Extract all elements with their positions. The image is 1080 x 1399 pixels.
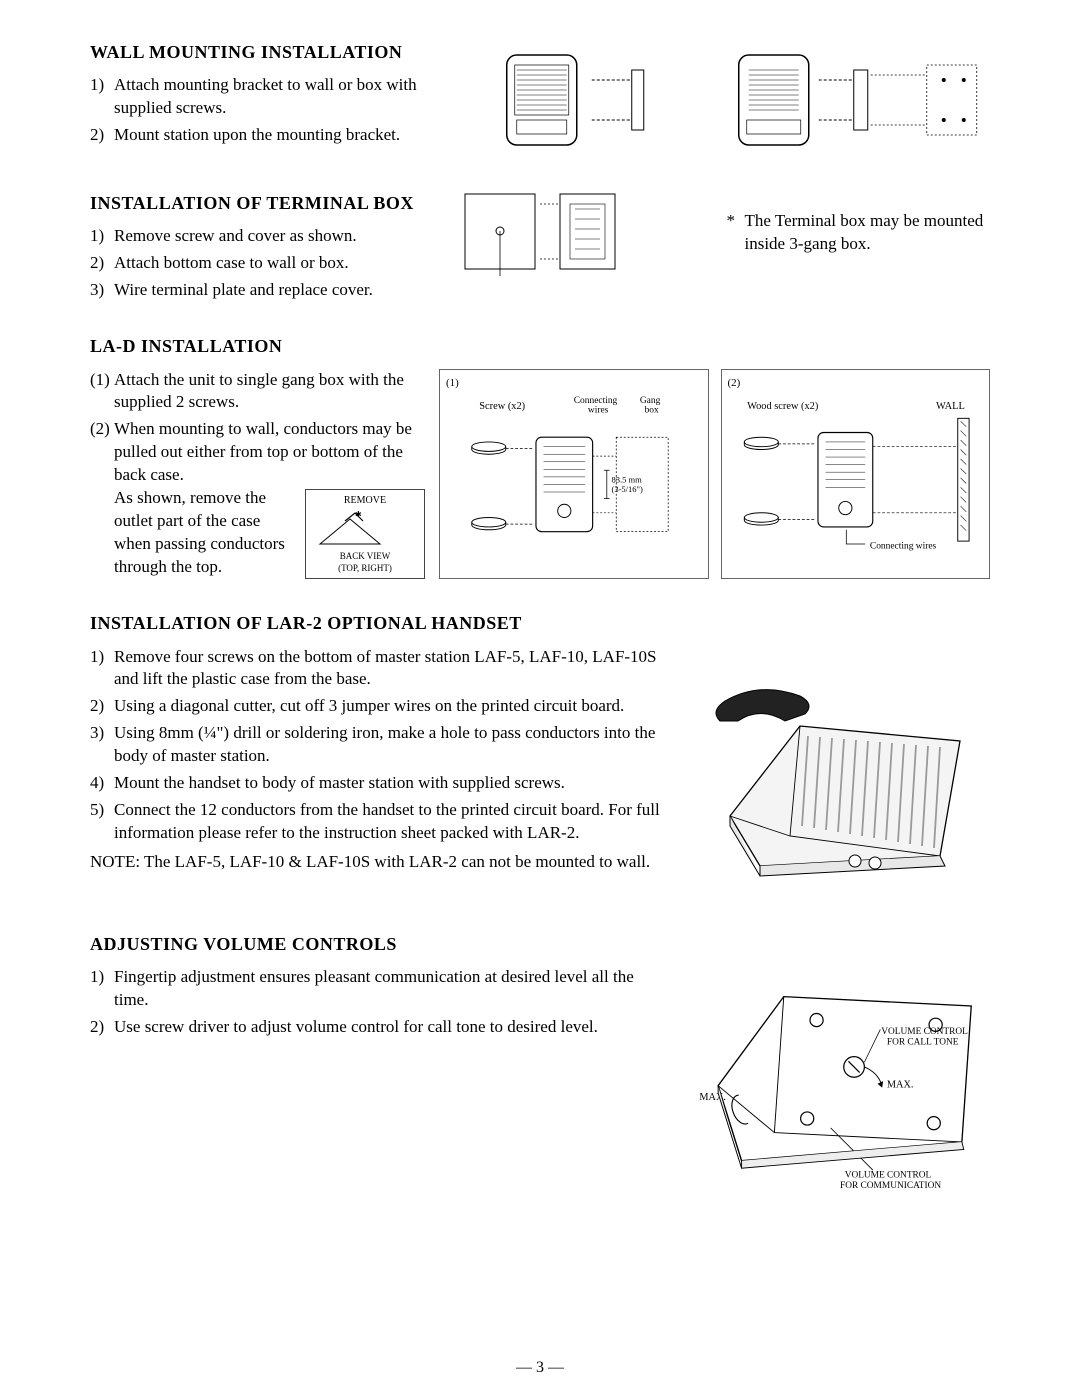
list-item: 2)Using a diagonal cutter, cut off 3 jum… (90, 695, 670, 718)
volume-title: ADJUSTING VOLUME CONTROLS (90, 932, 990, 956)
terminal-box-drawing (455, 184, 630, 279)
list-item: 1)Attach mounting bracket to wall or box… (90, 74, 425, 120)
list-item: 2)Attach bottom case to wall or box. (90, 252, 425, 275)
screw-label: Screw (x2) (479, 401, 525, 412)
lad-figure-1: (1) Screw (x2) Connecting wires Gang box (439, 369, 709, 579)
list-item: 3)Wire terminal plate and replace cover. (90, 279, 425, 302)
handset-figure (690, 666, 990, 896)
volume-list: 1)Fingertip adjustment ensures pleasant … (90, 966, 670, 1039)
volume-control-drawing: VOLUME CONTROL FOR CALL TONE MAX. MAX. V… (690, 966, 990, 1196)
list-item: 1)Remove four screws on the bottom of ma… (90, 646, 670, 692)
back-view-drawing: ✱ (310, 509, 390, 549)
remove-label: REMOVE (310, 494, 420, 508)
page-number: — 3 — (516, 1357, 564, 1379)
back-view-caption: BACK VIEW (TOP, RIGHT) (310, 550, 420, 574)
lad-wall-drawing: Wood screw (x2) WALL Connecting wires (728, 390, 984, 560)
asterisk-icon: * (727, 210, 745, 256)
section-lad: LA-D INSTALLATION (1)Attach the unit to … (90, 334, 990, 583)
lad-gangbox-drawing: Screw (x2) Connecting wires Gang box (446, 390, 702, 560)
handset-list: 1)Remove four screws on the bottom of ma… (90, 646, 670, 846)
list-item: 1)Remove screw and cover as shown. (90, 225, 425, 248)
svg-text:Gang: Gang (640, 397, 661, 407)
svg-text:83.5 mm: 83.5 mm (612, 475, 643, 485)
list-item: (2) When mounting to wall, conductors ma… (90, 418, 425, 579)
list-item: 1)Fingertip adjustment ensures pleasant … (90, 966, 670, 1012)
lad-figure-2: (2) Wood screw (x2) WALL Conn (721, 369, 991, 579)
wall-mounting-title: WALL MOUNTING INSTALLATION (90, 40, 425, 64)
lad-list: (1)Attach the unit to single gang box wi… (90, 369, 425, 580)
volume-figure: VOLUME CONTROL FOR CALL TONE MAX. MAX. V… (690, 966, 990, 1196)
list-item: 2)Mount station upon the mounting bracke… (90, 124, 425, 147)
terminal-box-note: * The Terminal box may be mounted inside… (727, 210, 991, 256)
wall-mounting-figure-b (727, 40, 991, 170)
svg-text:box: box (645, 406, 659, 416)
terminal-box-figure (455, 184, 630, 279)
svg-text:(3-5/16"): (3-5/16") (612, 484, 643, 494)
svg-text:✱: ✱ (355, 510, 362, 519)
lad-title: LA-D INSTALLATION (90, 334, 990, 358)
svg-text:wires: wires (588, 406, 609, 416)
handset-drawing (690, 666, 990, 896)
wall-mounting-list: 1)Attach mounting bracket to wall or box… (90, 74, 425, 147)
section-volume: ADJUSTING VOLUME CONTROLS 1)Fingertip ad… (90, 932, 990, 1196)
handset-note: NOTE: The LAF-5, LAF-10 & LAF-10S with L… (90, 851, 670, 874)
speaker-bracket-drawing (445, 40, 709, 170)
list-item: 5)Connect the 12 conductors from the han… (90, 799, 670, 845)
list-item: 2)Use screw driver to adjust volume cont… (90, 1016, 670, 1039)
svg-text:MAX.: MAX. (887, 1079, 914, 1090)
svg-text:Wood screw (x2): Wood screw (x2) (747, 401, 818, 412)
fig1-num: (1) (446, 376, 702, 391)
list-item: (1)Attach the unit to single gang box wi… (90, 369, 425, 415)
svg-text:Connecting: Connecting (574, 397, 618, 407)
section-wall-mounting: WALL MOUNTING INSTALLATION 1)Attach moun… (90, 40, 990, 306)
lad-back-view-figure: REMOVE ✱ BACK VIEW (TOP, RIGHT) (305, 489, 425, 579)
svg-text:FOR COMMUNICATION: FOR COMMUNICATION (840, 1181, 941, 1191)
svg-text:FOR CALL TONE: FOR CALL TONE (887, 1037, 959, 1047)
handset-title: INSTALLATION OF LAR-2 OPTIONAL HANDSET (90, 611, 990, 635)
svg-text:Connecting wires: Connecting wires (869, 542, 936, 552)
section-handset: INSTALLATION OF LAR-2 OPTIONAL HANDSET 1… (90, 611, 990, 895)
svg-text:VOLUME CONTROL: VOLUME CONTROL (845, 1170, 932, 1180)
svg-text:VOLUME CONTROL: VOLUME CONTROL (881, 1027, 968, 1037)
terminal-box-list: 1)Remove screw and cover as shown. 2)Att… (90, 225, 425, 302)
terminal-box-title: INSTALLATION OF TERMINAL BOX (90, 191, 425, 215)
list-item: 4)Mount the handset to body of master st… (90, 772, 670, 795)
wall-mounting-figure-a (445, 40, 709, 170)
svg-text:WALL: WALL (936, 401, 965, 412)
fig2-num: (2) (728, 376, 984, 391)
list-item: 3)Using 8mm (¼") drill or soldering iron… (90, 722, 670, 768)
speaker-wall-drawing (727, 40, 991, 170)
